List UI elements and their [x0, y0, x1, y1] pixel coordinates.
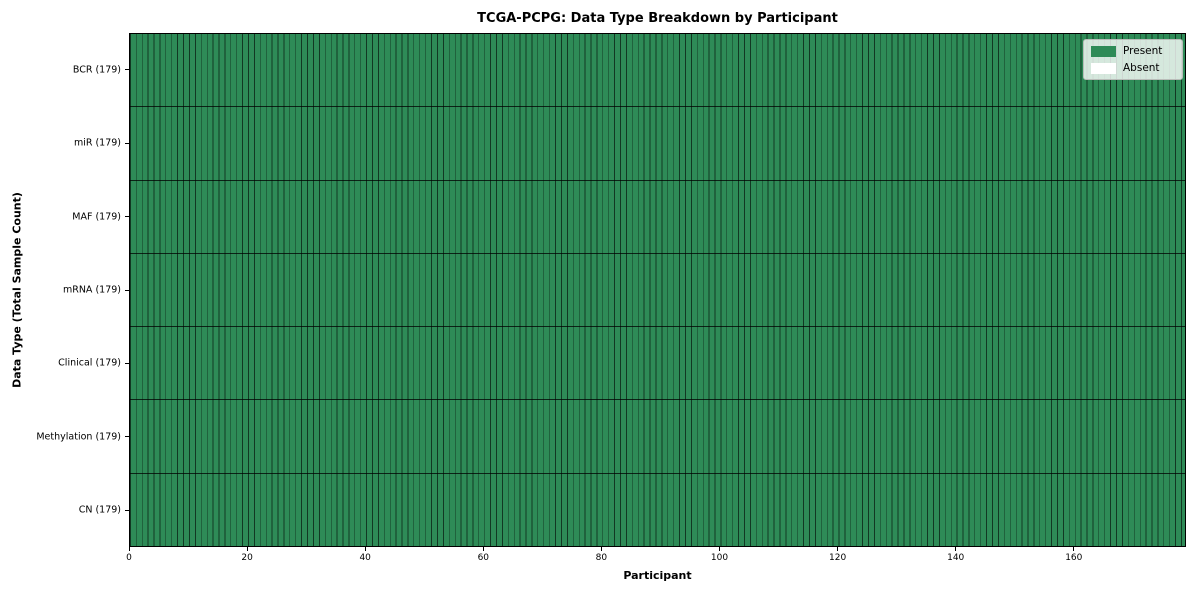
legend-label: Present [1123, 45, 1163, 57]
heatmap-row-maf [130, 180, 1185, 254]
chart-title: TCGA-PCPG: Data Type Breakdown by Partic… [477, 11, 838, 26]
x-tick-label: 80 [595, 553, 608, 563]
x-tick-label: 140 [947, 553, 965, 563]
y-tick-mark [125, 436, 129, 438]
legend-label: Absent [1123, 62, 1160, 74]
x-tick-label: 20 [241, 553, 253, 563]
y-tick-mark [125, 289, 129, 291]
x-tick-label: 100 [710, 553, 729, 563]
plot-area [129, 33, 1186, 547]
x-tick-label: 160 [1065, 553, 1083, 563]
y-tick-label: Clinical (179) [58, 357, 121, 369]
legend-swatch-present [1091, 45, 1116, 57]
x-tick-mark [364, 547, 366, 551]
legend-swatch-absent [1091, 62, 1116, 74]
y-tick-label: MAF (179) [72, 211, 121, 223]
x-tick-mark [482, 547, 484, 551]
heatmap-row-bcr [130, 34, 1185, 108]
y-tick-label: BCR (179) [72, 64, 121, 76]
x-tick-mark [600, 547, 602, 551]
x-tick-mark [1073, 547, 1075, 551]
legend: Present Absent [1083, 39, 1183, 80]
x-tick-mark [128, 547, 130, 551]
x-tick-label: 60 [477, 553, 490, 563]
heatmap-row-mir [130, 107, 1185, 181]
heatmap-row-methylation [130, 400, 1185, 474]
x-axis-label: Participant [623, 569, 692, 582]
legend-item-absent: Absent [1091, 62, 1175, 74]
x-tick-mark [955, 547, 957, 551]
y-tick-label: mRNA (179) [62, 284, 121, 296]
x-tick-label: 40 [359, 553, 371, 563]
y-tick-mark [125, 509, 129, 511]
y-tick-label: CN (179) [78, 504, 121, 516]
y-tick-mark [125, 362, 129, 364]
heatmap-row-clinical [130, 327, 1185, 401]
x-tick-mark [837, 547, 839, 551]
y-tick-mark [125, 216, 129, 218]
y-tick-mark [125, 69, 129, 71]
y-tick-mark [125, 142, 129, 144]
x-tick-label: 0 [126, 553, 132, 563]
x-tick-mark [246, 547, 248, 551]
x-tick-mark [719, 547, 720, 551]
y-tick-label: Methylation (179) [36, 431, 121, 443]
y-axis-label: Data Type (Total Sample Count) [10, 192, 24, 388]
y-tick-label: miR (179) [73, 137, 121, 149]
legend-item-present: Present [1091, 45, 1175, 57]
x-tick-label: 120 [829, 553, 847, 563]
heatmap-row-mrna [130, 253, 1185, 328]
heatmap-row-cn [130, 473, 1185, 546]
